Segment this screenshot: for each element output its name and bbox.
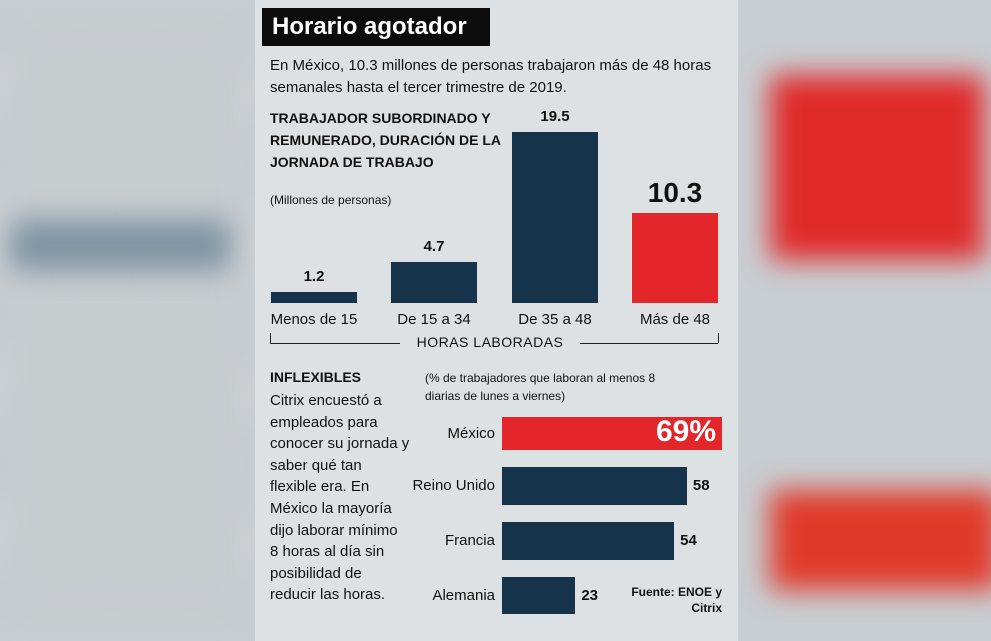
background <box>10 220 230 270</box>
chart-subtitle: (% de trabajadores que laboran al menos … <box>425 371 656 403</box>
x-tick-label: Más de 48 <box>639 311 711 328</box>
x-tick-label: Menos de 15 <box>270 311 358 328</box>
y-tick-label: Francia <box>444 532 495 549</box>
data-label: 10.3 <box>647 176 703 208</box>
background <box>770 75 985 260</box>
bar <box>502 577 576 614</box>
bar <box>502 467 687 505</box>
sidebar-title: INFLEXIBLES <box>270 369 362 385</box>
bar <box>502 417 722 450</box>
bar <box>632 212 718 303</box>
background <box>770 490 991 590</box>
data-label: 58 <box>692 477 710 494</box>
axis-line <box>718 333 719 343</box>
bar <box>271 292 357 303</box>
x-tick-label: De 35 a 48 <box>518 311 592 328</box>
background <box>0 20 250 620</box>
y-tick-label: Reino Unido <box>412 477 495 494</box>
intro: En México, 10.3 millones de personas tra… <box>270 57 712 96</box>
y-tick-label: México <box>447 424 495 442</box>
source: Fuente: ENOE y Citrix <box>631 585 722 615</box>
x-tick-label: De 15 a 34 <box>397 311 471 328</box>
data-label: 4.7 <box>423 237 445 255</box>
x-axis-label: HORAS LABORADAS <box>400 334 580 350</box>
y-tick-label: Alemania <box>432 586 495 604</box>
data-label: 69% <box>655 415 716 448</box>
chart-subtitle: (Millones de personas) <box>270 193 392 207</box>
data-label: 54 <box>680 532 697 549</box>
data-label: 23 <box>581 586 599 604</box>
data-label: 19.5 <box>540 108 570 125</box>
data-label: 1.2 <box>303 268 325 286</box>
axis-line <box>270 333 271 343</box>
bar <box>391 261 477 303</box>
title: Horario agotador <box>262 8 490 46</box>
bar <box>502 522 675 560</box>
chart-title: TRABAJADOR SUBORDINADO Y REMUNERADO, DUR… <box>270 110 501 170</box>
bar <box>512 132 598 303</box>
sidebar-text: Citrix encuestó a empleados para conocer… <box>270 392 410 604</box>
